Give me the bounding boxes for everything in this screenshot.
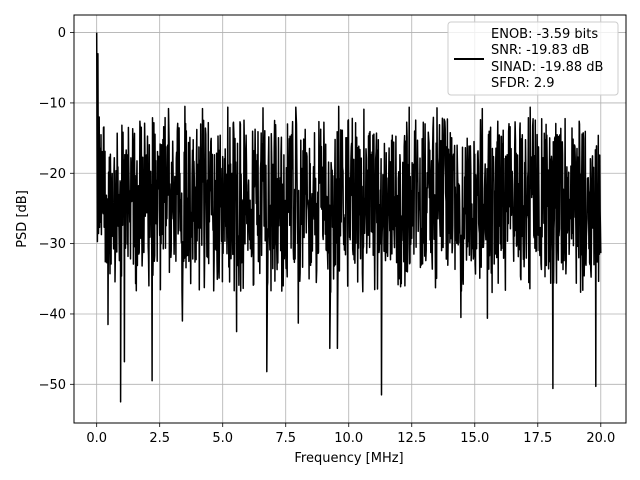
x-tick-label: 0.0 — [86, 431, 107, 446]
legend-entry-sinad: SINAD: -19.88 dB — [491, 60, 603, 75]
x-tick-label: 10.0 — [334, 431, 363, 446]
y-axis: 0 −10 −20 −30 −40 −50 — [39, 26, 74, 393]
legend-entry-enob: ENOB: -3.59 bits — [491, 27, 598, 42]
x-tick-label: 20.0 — [586, 431, 615, 446]
x-tick-label: 12.5 — [397, 431, 426, 446]
legend: ENOB: -3.59 bits SNR: -19.83 dB SINAD: -… — [447, 21, 619, 96]
x-tick-label: 15.0 — [460, 431, 489, 446]
legend-entry-sfdr: SFDR: 2.9 — [491, 76, 555, 91]
x-tick-label: 17.5 — [523, 431, 552, 446]
x-axis: 0.0 2.5 5.0 7.5 10.0 12.5 15.0 17.5 20.0 — [86, 423, 615, 446]
y-tick-label: −40 — [39, 307, 66, 322]
y-tick-label: −50 — [39, 378, 66, 393]
plot-area — [95, 32, 602, 403]
x-tick-label: 7.5 — [275, 431, 296, 446]
legend-entry-snr: SNR: -19.83 dB — [491, 43, 589, 58]
axes-frame — [73, 14, 627, 424]
y-axis-label: PSD [dB] — [15, 190, 30, 248]
y-tick-label: 0 — [58, 26, 66, 41]
x-axis-label: Frequency [MHz] — [294, 451, 403, 466]
x-tick-label: 2.5 — [149, 431, 170, 446]
y-tick-label: −30 — [39, 237, 66, 252]
psd-series-line — [95, 32, 602, 403]
x-tick-label: 5.0 — [212, 431, 233, 446]
y-tick-label: −20 — [39, 167, 66, 182]
y-tick-label: −10 — [39, 96, 66, 111]
legend-box — [447, 21, 619, 96]
